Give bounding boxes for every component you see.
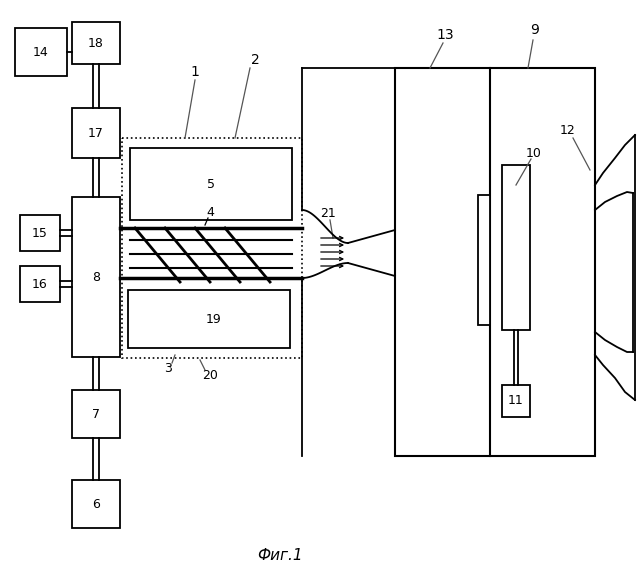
Bar	[502, 385, 530, 417]
Text: 17: 17	[88, 127, 104, 140]
Bar	[502, 165, 530, 330]
Bar	[72, 197, 120, 357]
Text: 13: 13	[436, 28, 454, 42]
Text: 18: 18	[88, 36, 104, 49]
Text: 6: 6	[92, 498, 100, 511]
Text: 4: 4	[206, 205, 214, 218]
Text: 10: 10	[526, 147, 542, 160]
Bar	[15, 28, 67, 76]
Bar	[20, 266, 60, 302]
Bar	[72, 390, 120, 438]
Text: 20: 20	[202, 369, 218, 382]
Text: 9: 9	[531, 23, 540, 37]
Bar	[478, 195, 490, 325]
Text: 3: 3	[164, 362, 172, 375]
Text: 14: 14	[33, 46, 49, 59]
Text: 11: 11	[508, 394, 524, 407]
Text: 15: 15	[32, 227, 48, 239]
Text: 19: 19	[206, 312, 222, 326]
Bar	[122, 138, 302, 358]
Bar	[395, 68, 595, 456]
Text: 5: 5	[207, 177, 215, 191]
Text: 12: 12	[560, 123, 576, 137]
Bar	[20, 215, 60, 251]
Bar	[72, 108, 120, 158]
Bar	[128, 290, 290, 348]
Text: 1: 1	[191, 65, 200, 79]
Bar	[72, 22, 120, 64]
Text: 21: 21	[320, 207, 336, 220]
Text: 2: 2	[251, 53, 259, 67]
Text: 7: 7	[92, 407, 100, 420]
Text: Фиг.1: Фиг.1	[257, 548, 303, 562]
Text: 16: 16	[32, 278, 48, 291]
Bar	[130, 148, 292, 220]
Text: 8: 8	[92, 271, 100, 284]
Bar	[72, 480, 120, 528]
